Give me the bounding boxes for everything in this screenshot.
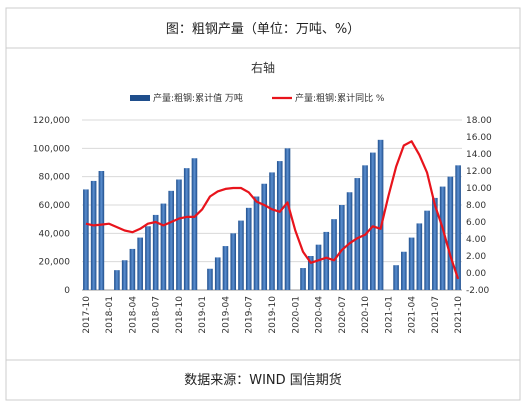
bar xyxy=(214,257,221,290)
x-tick-label: 2018-07 xyxy=(152,296,162,334)
bar xyxy=(447,176,454,290)
line xyxy=(85,140,460,280)
y2-tick-label: 12.00 xyxy=(466,167,492,177)
y-tick-label: 60,000 xyxy=(39,201,71,211)
bar xyxy=(401,251,407,290)
bar xyxy=(183,168,190,290)
x-tick-label: 2019-01 xyxy=(198,296,208,334)
bar xyxy=(393,265,399,290)
x-tick-label: 2017-10 xyxy=(82,296,92,334)
bar xyxy=(261,183,268,290)
bar xyxy=(145,226,151,290)
legend-label: 产量:粗钢:累计值 万吨 xyxy=(153,92,243,104)
y2-tick-label: -2.00 xyxy=(466,286,490,296)
bar xyxy=(416,223,423,290)
x-tick-label: 2019-04 xyxy=(221,296,231,334)
bar xyxy=(83,189,89,290)
bar xyxy=(424,210,430,290)
bar xyxy=(207,268,213,290)
bar xyxy=(307,256,314,290)
bar xyxy=(245,207,252,290)
bar xyxy=(346,192,353,290)
y-tick-label: 120,000 xyxy=(33,116,70,126)
x-tick-label: 2021-10 xyxy=(454,296,464,334)
y2-tick-label: 0.00 xyxy=(466,269,486,279)
bar xyxy=(253,196,260,290)
bar xyxy=(137,237,143,290)
bar xyxy=(370,152,376,290)
x-tick-label: 2020-10 xyxy=(361,296,371,334)
bar xyxy=(90,180,97,290)
bar xyxy=(315,244,322,290)
x-tick-label: 2021-04 xyxy=(408,296,418,334)
bar xyxy=(432,197,438,290)
bar xyxy=(168,190,174,290)
header-title: 图：粗钢产量（单位：万吨、%） xyxy=(166,22,360,37)
bar xyxy=(284,148,291,290)
bar xyxy=(269,172,275,290)
bar xyxy=(408,237,415,290)
bar xyxy=(114,270,120,290)
y-tick-label: 100,000 xyxy=(33,144,70,154)
bar xyxy=(354,178,361,290)
x-tick-label: 2021-01 xyxy=(384,296,394,334)
bar xyxy=(222,246,229,290)
legend-swatch xyxy=(130,95,150,101)
x-tick-label: 2020-07 xyxy=(338,296,348,334)
bar xyxy=(331,219,337,290)
y-tick-label: 80,000 xyxy=(39,173,71,183)
x-tick-label: 2019-10 xyxy=(268,296,278,334)
x-tick-label: 2020-01 xyxy=(291,296,301,334)
bar xyxy=(230,233,237,290)
chart-title: 右轴 xyxy=(251,60,275,75)
bar xyxy=(455,165,461,290)
bar xyxy=(176,179,182,290)
y2-tick-label: 16.00 xyxy=(466,133,492,143)
bar xyxy=(98,171,105,290)
x-tick-label: 2020-04 xyxy=(315,296,325,334)
footer-text: 数据来源：WIND 国信期货 xyxy=(184,372,342,388)
y2-tick-label: 10.00 xyxy=(466,184,492,194)
y-tick-label: 20,000 xyxy=(39,258,71,268)
bar xyxy=(160,203,167,290)
bar xyxy=(362,165,368,290)
x-tick-label: 2021-07 xyxy=(431,296,441,334)
bar xyxy=(276,161,283,290)
y-tick-label: 0 xyxy=(64,286,70,296)
x-tick-label: 2018-01 xyxy=(105,296,115,334)
bar xyxy=(191,158,198,290)
y2-tick-label: 4.00 xyxy=(466,235,486,245)
legend-label: 产量:粗钢:累计同比 % xyxy=(295,92,385,104)
x-tick-label: 2018-10 xyxy=(175,296,185,334)
y2-tick-label: 8.00 xyxy=(466,201,486,211)
bar xyxy=(339,205,345,290)
bar xyxy=(323,231,330,290)
y2-tick-label: 18.00 xyxy=(466,116,492,126)
bar xyxy=(300,268,306,290)
bar xyxy=(377,139,384,290)
y2-tick-label: 6.00 xyxy=(466,218,486,228)
y2-tick-label: 14.00 xyxy=(466,150,492,160)
y2-tick-label: 2.00 xyxy=(466,252,486,262)
x-tick-label: 2018-04 xyxy=(128,296,138,334)
y-tick-label: 40,000 xyxy=(39,229,71,239)
bar xyxy=(129,248,136,290)
bar xyxy=(238,220,244,290)
bar xyxy=(152,214,159,290)
bar xyxy=(439,186,446,290)
bar xyxy=(121,260,128,290)
x-tick-label: 2019-07 xyxy=(245,296,255,334)
frame xyxy=(5,7,521,401)
